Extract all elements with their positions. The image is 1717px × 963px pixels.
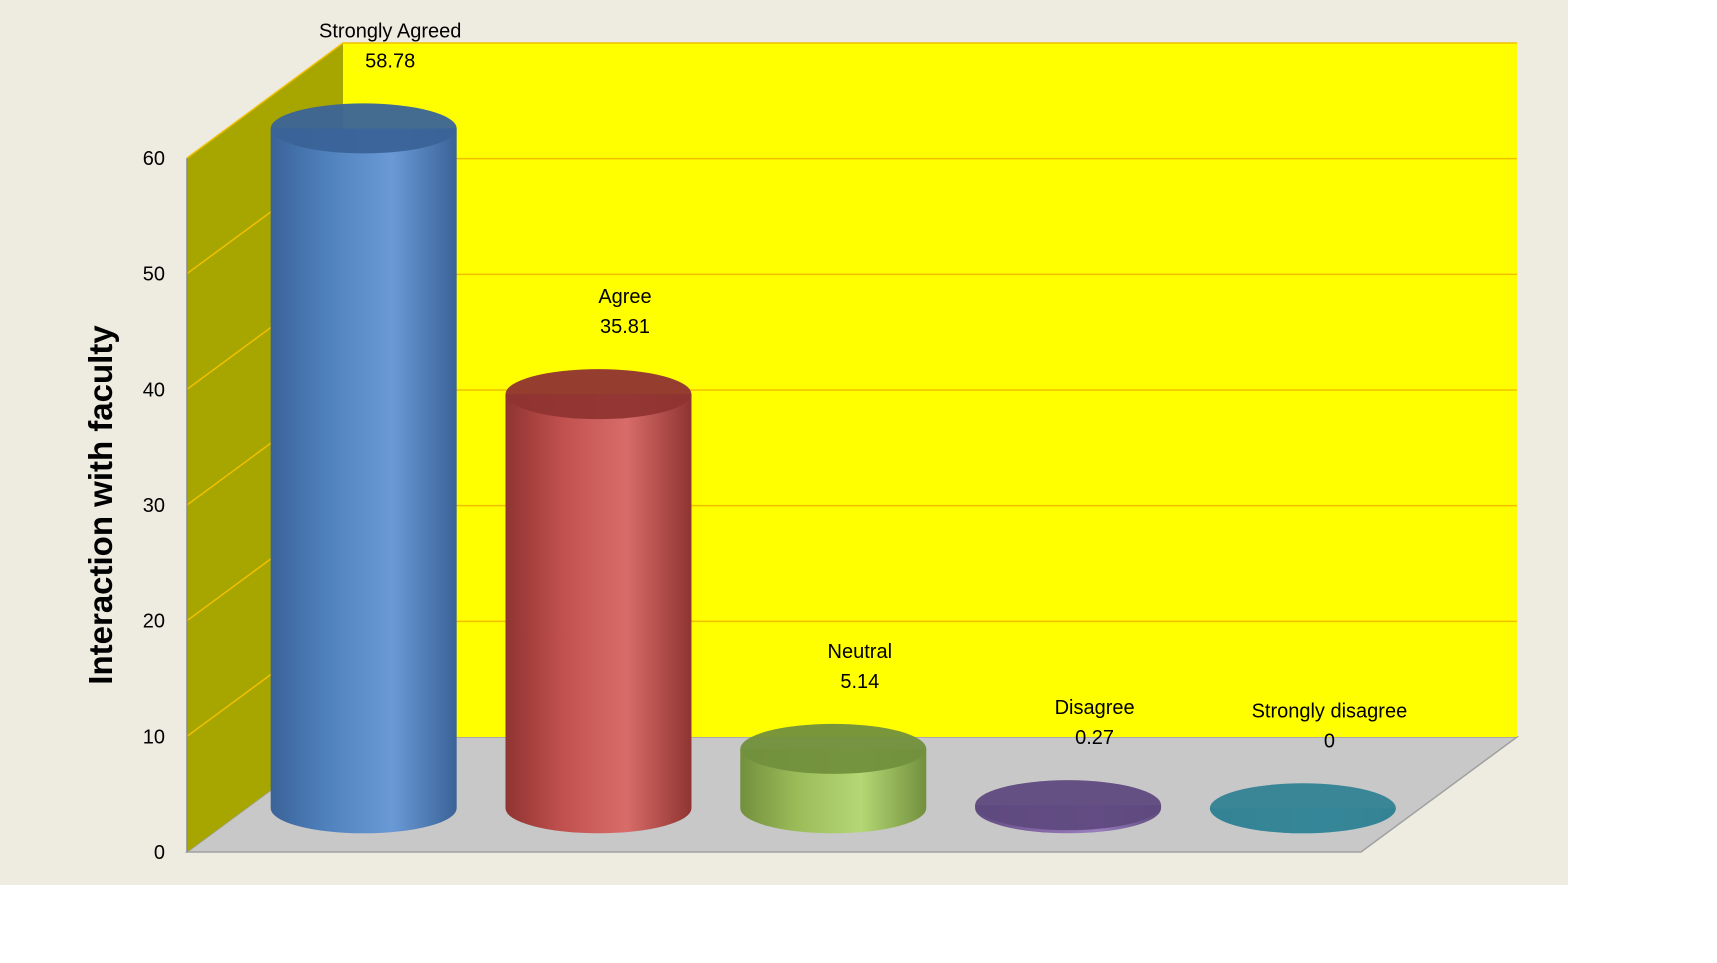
data-label-value: 0 xyxy=(1324,730,1335,752)
y-tick-label: 30 xyxy=(143,495,165,517)
bar-body xyxy=(505,394,692,834)
bar-body xyxy=(270,128,457,834)
bar-chart: 0 10 20 30 40 50 60 Interaction with faculty St… xyxy=(82,20,1520,864)
bar-top xyxy=(1209,783,1396,834)
bar-top xyxy=(975,780,1162,831)
data-label-value: 58.78 xyxy=(365,50,415,72)
data-label-category: Agree xyxy=(598,286,651,308)
bar-top xyxy=(270,103,457,154)
bar-neutral xyxy=(740,723,927,834)
bar-disagree xyxy=(975,780,1162,834)
bar-top xyxy=(740,723,927,774)
gridline xyxy=(186,42,1517,159)
y-tick-label: 40 xyxy=(143,379,165,401)
data-label-category: Strongly disagree xyxy=(1252,700,1408,722)
data-label-category: Neutral xyxy=(828,641,892,663)
data-label-value: 0.27 xyxy=(1075,727,1114,749)
data-label-value: 35.81 xyxy=(600,316,650,338)
y-tick-label: 10 xyxy=(143,726,165,748)
y-tick-label: 60 xyxy=(143,148,165,170)
bar-strongly-disagree xyxy=(1209,783,1396,834)
y-tick-label: 50 xyxy=(143,264,165,286)
bar-strongly-agreed xyxy=(270,103,457,834)
y-tick-label: 0 xyxy=(154,842,165,864)
data-label-category: Strongly Agreed xyxy=(319,20,461,42)
data-label-value: 5.14 xyxy=(840,671,879,693)
y-axis-title: Interaction with faculty xyxy=(82,325,119,685)
y-tick-label: 20 xyxy=(143,611,165,633)
bar-agree xyxy=(505,369,692,834)
chart-area: 0 10 20 30 40 50 60 Interaction with faculty St… xyxy=(0,0,1568,885)
data-label-category: Disagree xyxy=(1055,697,1135,719)
bar-top xyxy=(505,369,692,420)
